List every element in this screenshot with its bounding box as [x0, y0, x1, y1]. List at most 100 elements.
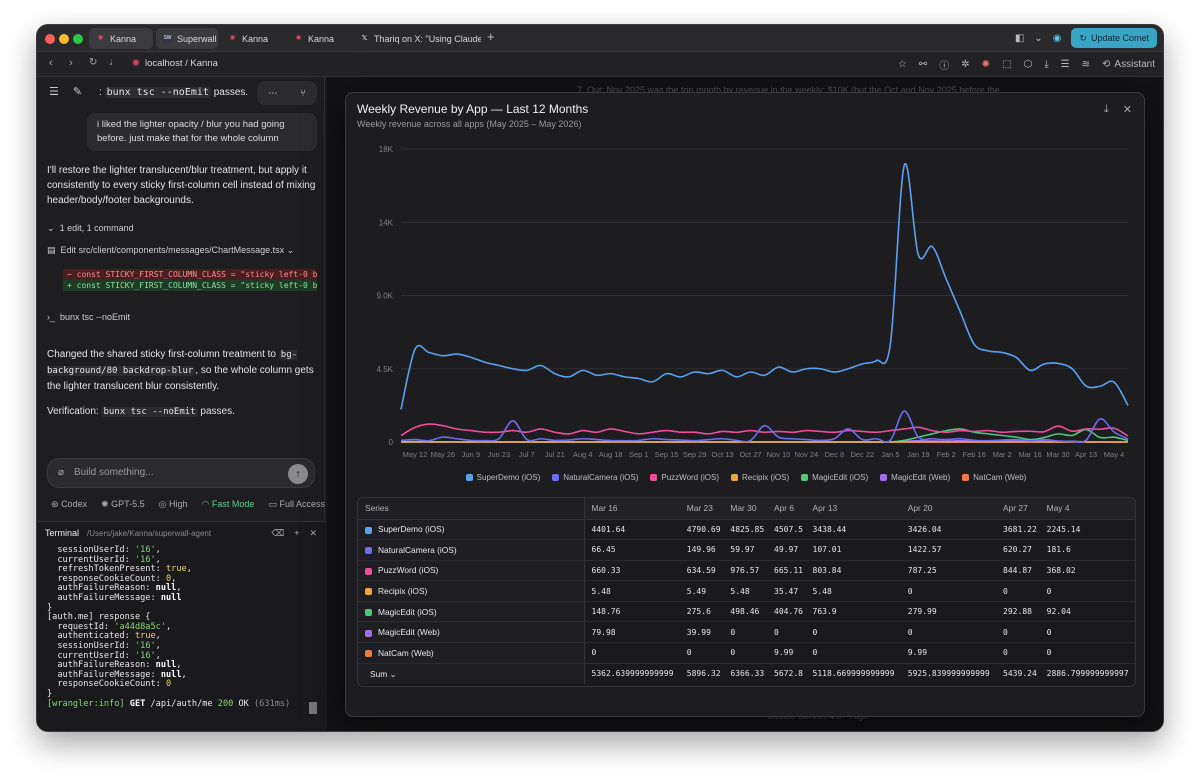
bookmark-star-icon[interactable]: ☆	[897, 59, 907, 70]
forward-icon[interactable]: ›	[69, 57, 73, 69]
reload-icon[interactable]: ↻	[89, 57, 98, 68]
column-header-series[interactable]: Series	[358, 498, 585, 520]
extension-gear-icon[interactable]: ✲	[961, 59, 970, 70]
table-row: MagicEdit (Web) 79.98 39.99 0 0 0 0 0 0	[358, 621, 1135, 644]
audio-wave-icon[interactable]: ≋	[1081, 59, 1091, 70]
update-label: Update Comet	[1090, 33, 1149, 43]
tab-superwall[interactable]: SW Superwall	[156, 28, 218, 49]
model-selector[interactable]: ✺ GPT-5.5	[101, 499, 145, 510]
tab-thariq-x[interactable]: 𝕏 Thariq on X: "Using Claude C	[353, 28, 481, 49]
extension-select-icon[interactable]: ⬚	[1002, 59, 1012, 70]
url-field[interactable]: ✺ localhost / Kanna	[132, 58, 218, 69]
reply-text: , so the whole column gets the lighter t…	[47, 365, 314, 392]
column-header[interactable]: Apr 27	[996, 498, 1040, 520]
extensions-puzzle-icon[interactable]: ⬡	[1023, 59, 1033, 70]
column-header[interactable]: Mar 30	[723, 498, 768, 520]
model-label: GPT-5.5	[111, 499, 145, 509]
new-tab-icon[interactable]: +	[487, 29, 495, 44]
table-row: NatCam (Web) 0 0 0 9.99 0 9.99 0 0	[358, 642, 1135, 664]
back-icon[interactable]: ‹	[49, 57, 53, 69]
series-swatch	[365, 567, 372, 575]
legend-item[interactable]: NatCam (Web)	[962, 473, 1026, 482]
terminal-header: Terminal /Users/jake/Kanna/superwall-age…	[45, 528, 317, 539]
extension-info-icon[interactable]: ⓘ	[939, 61, 950, 72]
value-cell: 5.48	[805, 580, 901, 602]
assistant-reply-1: I'll restore the lighter translucent/blu…	[47, 165, 316, 206]
legend-item[interactable]: PuzzWord (iOS)	[650, 473, 719, 482]
value-cell: 0	[805, 642, 901, 664]
fast-mode-toggle[interactable]: ◠ Fast Mode	[202, 499, 255, 510]
zoom-window-icon[interactable]	[73, 34, 83, 44]
terminal-output[interactable]: sessionUserId: '16', currentUserId: '16'…	[47, 545, 290, 709]
chart-title: Weekly Revenue by App — Last 12 Months	[357, 102, 589, 116]
access-selector[interactable]: ▭ Full Access	[268, 499, 325, 510]
column-header[interactable]: Apr 13	[805, 498, 901, 520]
new-chat-icon[interactable]: ✎	[72, 86, 83, 98]
chevron-down-icon[interactable]: ⌄	[1034, 32, 1043, 44]
edit-file-row[interactable]: ▤ Edit src/client/components/messages/Ch…	[47, 243, 317, 258]
legend-item[interactable]: SuperDemo (iOS)	[465, 473, 540, 482]
legend-item[interactable]: NaturalCamera (iOS)	[552, 473, 638, 482]
command-row[interactable]: ›_ bunx tsc --noEmit	[47, 310, 317, 325]
clear-terminal-icon[interactable]: ⌫	[271, 528, 285, 538]
edits-summary[interactable]: ⌄ 1 edit, 1 command	[47, 221, 317, 236]
menu-lines-icon[interactable]: ☰	[1060, 59, 1070, 70]
update-comet-button[interactable]: ↻ Update Comet	[1071, 28, 1157, 48]
tab-kanna-2[interactable]: ✺ Kanna	[221, 28, 285, 49]
terminal-line: authFailureReason: null,	[47, 660, 182, 671]
tab-kanna-1[interactable]: ✺ Kanna	[89, 28, 153, 49]
value-cell: 3438.44	[805, 519, 901, 541]
branch-icon[interactable]: ⑂	[300, 87, 306, 99]
column-header[interactable]: May 4	[1039, 498, 1135, 520]
input-placeholder: Build something...	[74, 467, 154, 478]
column-header[interactable]: Mar 23	[679, 498, 724, 520]
send-button[interactable]: ↑	[288, 464, 308, 484]
verification-suffix: passes.	[200, 406, 235, 417]
tab-favicon-icon: ✺	[295, 35, 302, 42]
value-cell: 181.6	[1039, 539, 1135, 561]
value-cell: 92.04	[1039, 601, 1135, 623]
attach-icon[interactable]: ⌀	[58, 467, 65, 478]
value-cell: 35.47	[767, 580, 806, 602]
microphone-icon[interactable]: ♩	[109, 57, 119, 68]
column-header[interactable]: Mar 16	[584, 498, 680, 520]
chat-input[interactable]: ⌀ Build something... ↑	[47, 458, 315, 488]
x-tick-label: Dec 22	[850, 450, 874, 459]
add-terminal-icon[interactable]: +	[294, 528, 300, 538]
x-tick-label: Mar 2	[993, 450, 1012, 459]
download-icon[interactable]: ⤓	[1103, 103, 1109, 115]
edit-file-label: Edit src/client/components/messages/Char…	[60, 245, 285, 255]
y-tick-label: 4.5K	[377, 365, 394, 374]
value-cell: 0	[805, 621, 901, 644]
codex-selector[interactable]: ⊛ Codex	[51, 499, 87, 510]
series-swatch	[365, 588, 372, 596]
sidebar-toggle-icon[interactable]: ◧	[1014, 32, 1025, 44]
x-tick-label: May 4	[1104, 450, 1124, 459]
legend-item[interactable]: MagicEdit (Web)	[880, 473, 950, 482]
x-tick-label: May 26	[431, 450, 456, 459]
legend-item[interactable]: Recipix (iOS)	[731, 473, 789, 482]
tab-kanna-3[interactable]: ✺ Kanna	[287, 28, 351, 49]
diff-view: − const STICKY_FIRST_COLUMN_CLASS = "sti…	[63, 269, 317, 293]
close-terminal-icon[interactable]: ✕	[309, 528, 317, 538]
column-header[interactable]: Apr 6	[767, 498, 806, 520]
legend-swatch	[731, 474, 739, 481]
reasoning-selector[interactable]: ◎ High	[159, 499, 188, 510]
legend-item[interactable]: MagicEdit (iOS)	[801, 473, 868, 482]
series-swatch	[365, 650, 372, 658]
link-icon[interactable]: ⚯	[918, 59, 928, 70]
series-name: MagicEdit (iOS)	[378, 606, 437, 617]
column-header[interactable]: Apr 20	[900, 498, 997, 520]
speed-icon: ◠	[201, 499, 210, 509]
extension-burst-icon[interactable]: ✺	[981, 59, 991, 70]
close-window-icon[interactable]	[45, 34, 55, 44]
download-icon[interactable]: ⤓	[1044, 59, 1049, 70]
close-icon[interactable]: ✕	[1122, 104, 1132, 116]
sum-selector[interactable]: Sum ⌄	[358, 663, 585, 684]
more-icon[interactable]: ⋯	[268, 87, 278, 99]
minimize-window-icon[interactable]	[59, 34, 69, 44]
assistant-button[interactable]: ⟲ Assistant	[1102, 59, 1155, 70]
value-cell: 844.87	[996, 560, 1040, 582]
menu-icon[interactable]: ☰	[49, 86, 59, 98]
value-cell: 5.48	[723, 580, 768, 602]
